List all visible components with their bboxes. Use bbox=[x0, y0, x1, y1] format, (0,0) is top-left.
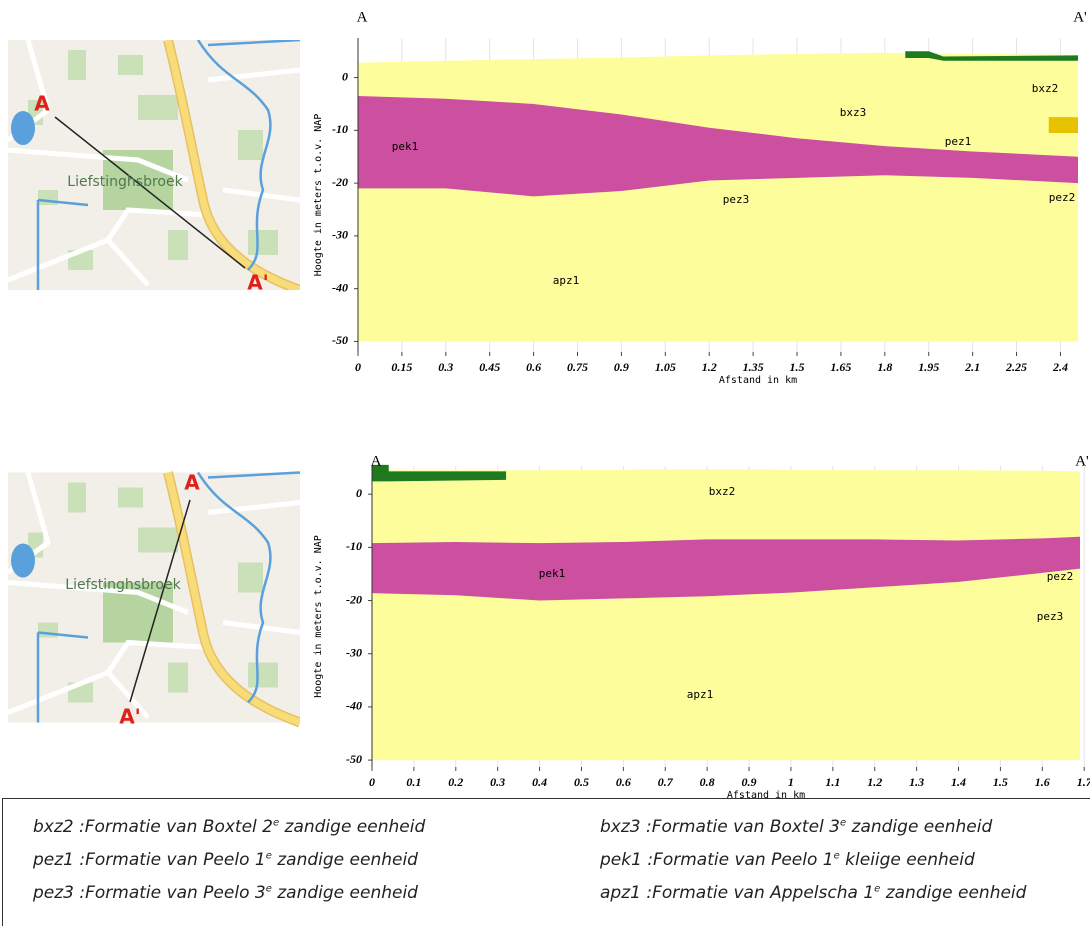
y-tick-label: -20 bbox=[332, 175, 348, 189]
x-tick-label: 2.4 bbox=[1052, 360, 1068, 374]
map-place: Liefstinghsbroek bbox=[67, 174, 183, 190]
legend-text: pez3 :Formatie van Peelo 3 bbox=[33, 883, 266, 903]
x-tick-label: 1.1 bbox=[825, 775, 840, 789]
x-tick-label: 1.7 bbox=[1077, 775, 1090, 789]
map-place: Liefstinghsbroek bbox=[65, 577, 181, 593]
x-tick-label: 1.05 bbox=[655, 360, 676, 374]
legend-text: bxz2 :Formatie van Boxtel 2 bbox=[33, 817, 273, 837]
annotation: apz1 bbox=[553, 274, 580, 287]
x-tick-label: 0 bbox=[369, 775, 375, 789]
legend-item: pez1 :Formatie van Peelo 1e zandige eenh… bbox=[33, 850, 418, 870]
annotation: pez3 bbox=[723, 193, 750, 206]
legend-text: zandige eenheid bbox=[272, 850, 418, 870]
x-tick-label: 0.1 bbox=[406, 775, 421, 789]
x-tick-label: 1.4 bbox=[951, 775, 966, 789]
x-tick-label: 1.2 bbox=[867, 775, 882, 789]
x-tick-label: 0.3 bbox=[490, 775, 505, 789]
legend-text: zandige eenheid bbox=[846, 817, 992, 837]
x-tick-label: 2.1 bbox=[964, 360, 980, 374]
x-tick-label: 1.6 bbox=[1035, 775, 1050, 789]
section-end: A' bbox=[1075, 453, 1089, 469]
legend-item: pez3 :Formatie van Peelo 3e zandige eenh… bbox=[33, 883, 418, 903]
y-tick-label: 0 bbox=[342, 69, 348, 83]
page: Liefstinghsbroek A A' Liefstinghsbroek A… bbox=[0, 0, 1090, 926]
legend-text: kleiige eenheid bbox=[840, 850, 975, 870]
x-tick-label: 0.4 bbox=[532, 775, 547, 789]
legend-text: zandige eenheid bbox=[279, 817, 425, 837]
map-start: A bbox=[34, 92, 50, 116]
x-tick-label: 0.75 bbox=[567, 360, 588, 374]
layer bbox=[372, 469, 1080, 760]
figure: Liefstinghsbroek A A' Liefstinghsbroek A… bbox=[0, 0, 1090, 800]
section-start: A bbox=[371, 453, 382, 469]
x-tick-label: 1 bbox=[788, 775, 794, 789]
legend-text: apz1 :Formatie van Appelscha 1 bbox=[600, 883, 874, 903]
legend-item: bxz3 :Formatie van Boxtel 3e zandige een… bbox=[600, 817, 992, 837]
y-tick-label: -30 bbox=[346, 645, 362, 659]
map-start: A bbox=[184, 471, 200, 495]
section-end: A' bbox=[1073, 9, 1087, 25]
x-tick-label: 0.8 bbox=[700, 775, 715, 789]
y-tick-label: -40 bbox=[346, 699, 362, 713]
annotation: pek1 bbox=[539, 567, 566, 580]
annotation: pez2 bbox=[1047, 570, 1074, 583]
x-tick-label: 0.6 bbox=[526, 360, 541, 374]
x-tick-label: 0 bbox=[355, 360, 361, 374]
x-tick-label: 1.65 bbox=[830, 360, 851, 374]
y-tick-label: -10 bbox=[346, 539, 362, 553]
layer bbox=[1049, 117, 1078, 133]
annotation: pez3 bbox=[1037, 610, 1064, 623]
x-tick-label: 1.35 bbox=[743, 360, 764, 374]
annotation: apz1 bbox=[687, 688, 714, 701]
legend-text: pek1 :Formatie van Peelo 1 bbox=[600, 850, 834, 870]
x-tick-label: 2.25 bbox=[1005, 360, 1027, 374]
y-tick-label: 0 bbox=[356, 486, 362, 500]
y-tick-label: -50 bbox=[332, 333, 348, 347]
section-start: A bbox=[357, 9, 368, 25]
annotation: bxz2 bbox=[1032, 82, 1059, 95]
annotation: pek1 bbox=[392, 140, 419, 153]
x-tick-label: 0.5 bbox=[574, 775, 589, 789]
annotation: pez2 bbox=[1049, 191, 1076, 204]
legend-item: apz1 :Formatie van Appelscha 1e zandige … bbox=[600, 883, 1026, 903]
map-end: A' bbox=[119, 705, 141, 729]
legend-text: bxz3 :Formatie van Boxtel 3 bbox=[600, 817, 840, 837]
legend-text: pez1 :Formatie van Peelo 1 bbox=[33, 850, 266, 870]
x-tick-label: 0.45 bbox=[479, 360, 500, 374]
x-tick-label: 1.95 bbox=[918, 360, 939, 374]
legend-text: zandige eenheid bbox=[272, 883, 418, 903]
x-tick-label: 0.3 bbox=[438, 360, 453, 374]
y-axis-label: Hoogte in meters t.o.v. NAP bbox=[313, 535, 324, 698]
annotation: bxz3 bbox=[840, 106, 867, 119]
annotation: pez1 bbox=[945, 135, 972, 148]
map-2 bbox=[8, 473, 300, 723]
x-tick-label: 1.5 bbox=[993, 775, 1008, 789]
map-end: A' bbox=[247, 271, 269, 295]
x-tick-label: 1.3 bbox=[909, 775, 924, 789]
layer bbox=[358, 53, 1078, 342]
y-tick-label: -40 bbox=[332, 280, 348, 294]
x-tick-label: 0.9 bbox=[742, 775, 757, 789]
y-tick-label: -10 bbox=[332, 122, 348, 136]
x-tick-label: 0.6 bbox=[616, 775, 631, 789]
y-axis-label: Hoogte in meters t.o.v. NAP bbox=[313, 114, 324, 277]
y-tick-label: -30 bbox=[332, 228, 348, 242]
legend-item: bxz2 :Formatie van Boxtel 2e zandige een… bbox=[33, 817, 425, 837]
y-tick-label: -20 bbox=[346, 592, 362, 606]
x-tick-label: 1.2 bbox=[702, 360, 717, 374]
map-1 bbox=[8, 40, 300, 290]
legend-text: zandige eenheid bbox=[880, 883, 1026, 903]
legend-box: bxz2 :Formatie van Boxtel 2e zandige een… bbox=[2, 798, 1090, 926]
x-tick-label: 0.15 bbox=[391, 360, 412, 374]
annotation: bxz2 bbox=[709, 485, 736, 498]
x-tick-label: 1.5 bbox=[790, 360, 805, 374]
x-tick-label: 0.9 bbox=[614, 360, 629, 374]
x-tick-label: 0.7 bbox=[658, 775, 674, 789]
y-tick-label: -50 bbox=[346, 752, 362, 766]
x-tick-label: 1.8 bbox=[877, 360, 892, 374]
x-axis-label: Afstand in km bbox=[719, 375, 797, 386]
legend-item: pek1 :Formatie van Peelo 1e kleiige eenh… bbox=[600, 850, 975, 870]
x-tick-label: 0.2 bbox=[448, 775, 463, 789]
